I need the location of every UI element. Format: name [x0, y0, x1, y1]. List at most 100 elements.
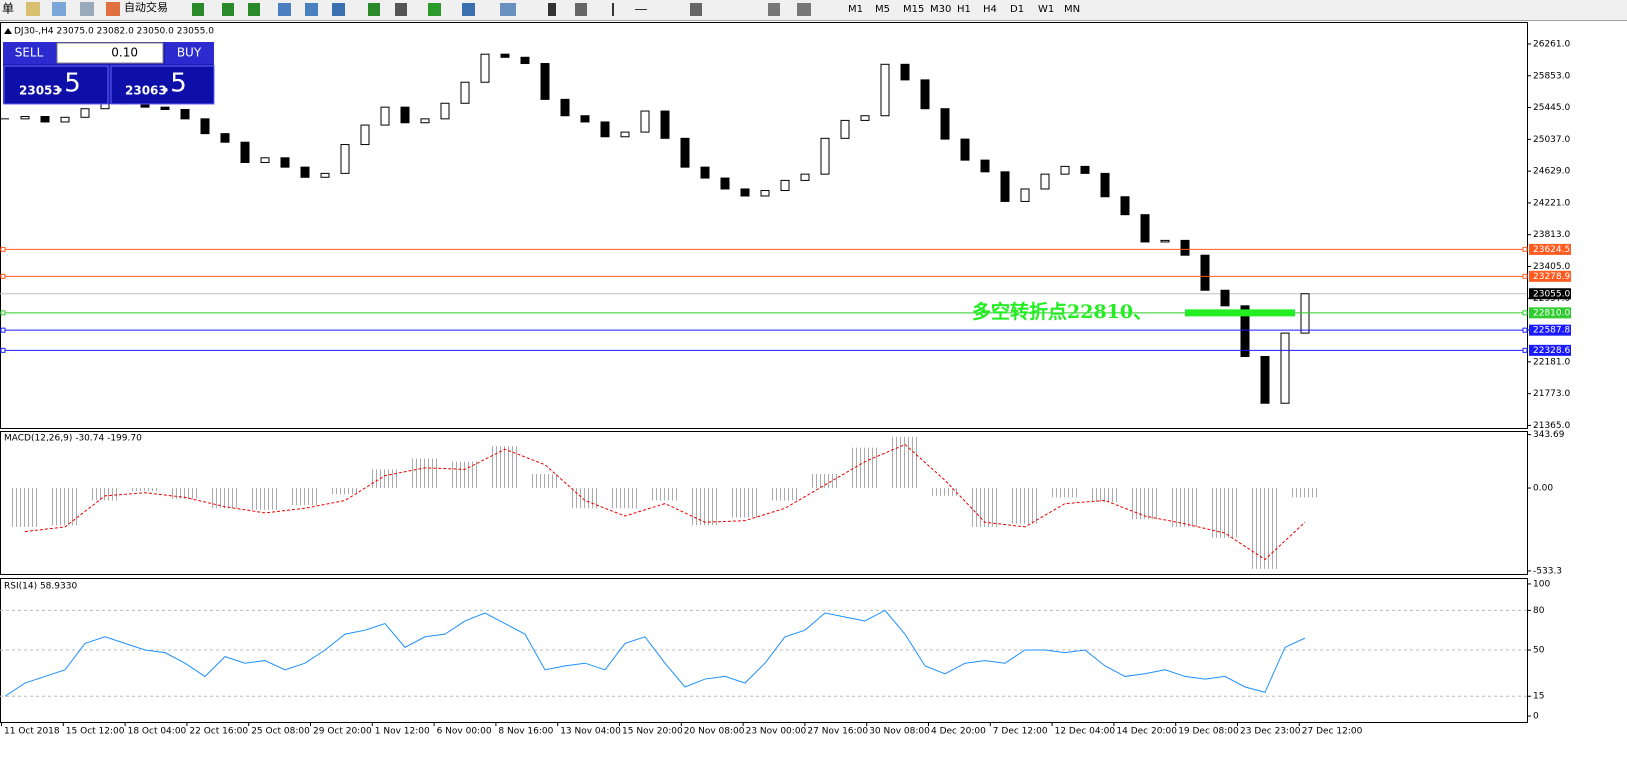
macd-bar	[691, 488, 719, 526]
candle	[980, 159, 990, 173]
candle	[520, 56, 530, 65]
candle	[200, 118, 210, 135]
y-tick-label: 24629.0	[1533, 167, 1570, 177]
macd-bar	[1131, 488, 1159, 520]
panel-frame	[0, 431, 1528, 575]
macd-bar	[171, 488, 199, 499]
candle	[680, 137, 690, 168]
menu[interactable]: 单	[2, 2, 14, 16]
macd-bar	[771, 488, 799, 501]
candle	[700, 166, 710, 179]
candle	[40, 116, 50, 123]
macd-bar	[851, 447, 879, 489]
candle	[960, 138, 970, 161]
level-label: 23278.9	[1533, 272, 1570, 282]
y-tick-label: 21773.0	[1533, 389, 1570, 399]
timeframe-button[interactable]: H4	[983, 4, 997, 15]
level-handle	[1522, 347, 1528, 353]
timeframe-button[interactable]: M30	[930, 4, 951, 15]
timeframe-button[interactable]: MN	[1064, 4, 1080, 15]
candle	[1220, 289, 1230, 307]
indicator-label: MACD(12,26,9) -30.74 -199.70	[4, 434, 142, 444]
toolbar-icons	[26, 2, 811, 16]
candle	[1120, 196, 1130, 216]
candle	[1000, 171, 1010, 202]
y-tick-label: 50	[1533, 646, 1545, 656]
candle	[340, 144, 350, 174]
x-tick-label: 1 Nov 12:00	[375, 727, 430, 737]
macd-bar	[11, 488, 39, 527]
annotation: 多空转折点22810、	[972, 300, 1152, 323]
candle	[400, 106, 410, 124]
auto-trade-button[interactable]: 自动交易	[124, 0, 168, 14]
candle	[780, 179, 790, 192]
timeframe-button[interactable]: M15	[903, 4, 924, 15]
candle	[640, 110, 650, 133]
candle	[1080, 165, 1090, 174]
candle	[420, 118, 430, 124]
macd-bar	[1051, 488, 1079, 498]
macd-bar	[1291, 488, 1319, 498]
candle	[1140, 214, 1150, 243]
candle	[880, 63, 890, 117]
timeframe-button[interactable]: H1	[957, 4, 971, 15]
x-tick-label: 14 Dec 20:00	[1116, 727, 1177, 737]
candle	[180, 108, 190, 120]
y-tick-label: 22181.0	[1533, 357, 1570, 367]
y-tick-label: 100	[1533, 579, 1550, 589]
panel-frame	[0, 22, 1528, 429]
candle	[60, 116, 70, 123]
y-tick-label: 25853.0	[1533, 71, 1570, 81]
timeframe-button[interactable]: D1	[1010, 4, 1024, 15]
x-tick-label: 27 Dec 12:00	[1302, 727, 1363, 737]
timeframe-button[interactable]: M1	[848, 4, 863, 15]
level-handle	[0, 310, 6, 316]
macd-bar	[291, 488, 319, 506]
trade-panel: SELL BUY 0.10 23053 .5 23063 .5	[3, 42, 215, 105]
candle	[720, 177, 730, 190]
level-handle	[1522, 246, 1528, 252]
macd-bar	[1211, 488, 1239, 538]
candle	[860, 115, 870, 121]
candle	[440, 102, 450, 120]
candle	[20, 116, 30, 120]
timeframe-button[interactable]: W1	[1038, 4, 1054, 15]
y-tick-label: -533.3	[1533, 566, 1562, 576]
candle	[1200, 254, 1210, 291]
candle	[500, 53, 510, 58]
candle	[220, 133, 230, 143]
level-label: 22587.8	[1533, 326, 1570, 336]
candle	[1100, 172, 1110, 198]
x-tick-label: 20 Nov 08:00	[684, 727, 745, 737]
level-label-box	[1529, 324, 1571, 336]
y-tick-label: 23405.0	[1533, 262, 1570, 272]
candle	[620, 131, 630, 138]
current-price-label: 23055.0	[1533, 289, 1570, 299]
candle	[560, 98, 570, 117]
x-tick-label: 25 Oct 08:00	[251, 727, 310, 737]
candle	[480, 53, 490, 83]
sell-pips: .5	[56, 69, 81, 99]
buy-button[interactable]	[165, 42, 214, 64]
level-label-box	[1529, 307, 1571, 319]
x-tick-label: 8 Nov 16:00	[498, 727, 553, 737]
macd-bar	[1011, 488, 1039, 524]
buy-price-box[interactable]	[110, 65, 215, 105]
x-tick-label: 30 Nov 08:00	[869, 727, 930, 737]
candle	[380, 106, 390, 126]
lots-input[interactable]	[56, 42, 164, 64]
y-tick-label: 25445.0	[1533, 103, 1570, 113]
macd-signal	[24, 443, 1306, 561]
macd-bar	[611, 488, 639, 509]
sell-button[interactable]	[3, 42, 56, 64]
macd-bar	[931, 488, 959, 496]
sell-label: SELL	[15, 46, 44, 60]
macd-bar	[971, 488, 999, 527]
level-handle	[0, 347, 6, 353]
candle	[600, 121, 610, 138]
timeframe-button[interactable]: M5	[875, 4, 890, 15]
sell-price-box[interactable]	[3, 65, 109, 105]
toolbar	[0, 0, 1627, 20]
y-tick-label: 0	[1533, 712, 1539, 722]
